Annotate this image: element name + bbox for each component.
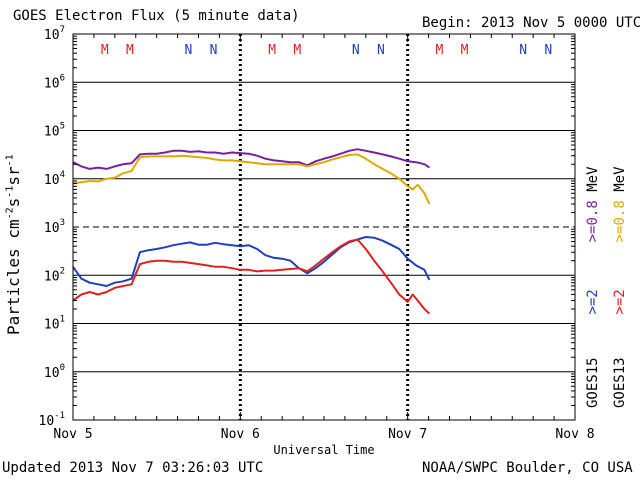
- y-tick-label: 106: [44, 73, 65, 91]
- local-time-marker: M: [436, 43, 444, 58]
- y-tick-exponent: 2: [60, 266, 65, 276]
- local-time-marker: M: [293, 43, 301, 58]
- x-tick-label: Nov 8: [555, 427, 594, 442]
- y-tick-label: 107: [44, 25, 65, 43]
- series-line: [72, 148, 430, 170]
- y-tick-exponent: 0: [60, 363, 65, 373]
- y-tick-exponent: 7: [60, 25, 65, 35]
- legend-g13-2mev: >=2: [612, 289, 628, 315]
- y-tick-label: 103: [44, 218, 65, 236]
- chart-title: GOES Electron Flux (5 minute data): [13, 8, 300, 24]
- begin-date: Begin: 2013 Nov 5 0000 UTC: [422, 15, 640, 31]
- series-line: [72, 238, 431, 315]
- legend-goes15-label: GOES15: [585, 357, 601, 408]
- updated-timestamp: Updated 2013 Nov 7 03:26:03 UTC: [2, 460, 264, 476]
- legend-unit-1: MeV: [585, 166, 601, 192]
- local-time-marker: M: [126, 43, 134, 58]
- series-line: [72, 236, 431, 287]
- plot-frame: [72, 33, 576, 421]
- x-tick-label: Nov 7: [388, 427, 427, 442]
- y-tick-exponent: 1: [60, 315, 65, 325]
- legend-unit-2: MeV: [612, 166, 628, 192]
- credit: NOAA/SWPC Boulder, CO USA: [422, 460, 633, 476]
- legend-g15-2mev: >=2: [585, 289, 601, 315]
- local-time-marker: M: [461, 43, 469, 58]
- legend-g13-08mev: >=0.8: [612, 200, 628, 243]
- x-tick-label: Nov 5: [53, 427, 92, 442]
- legend-goes13: GOES13 >=2 >=0.8 MeV: [612, 166, 628, 408]
- y-tick-exponent: -1: [54, 411, 65, 421]
- y-tick-exponent: 5: [60, 122, 65, 132]
- y-tick-label: 102: [44, 266, 65, 284]
- local-time-marker: N: [377, 43, 385, 58]
- local-time-marker: N: [544, 43, 552, 58]
- legend-goes15: GOES15 >=2 >=0.8 MeV: [585, 166, 601, 408]
- x-axis-label: Universal Time: [273, 443, 374, 457]
- y-tick-label: 105: [44, 122, 65, 140]
- local-time-marker: N: [185, 43, 193, 58]
- local-time-marker: N: [352, 43, 360, 58]
- legend-g15-08mev: >=0.8: [585, 200, 601, 243]
- y-tick-exponent: 3: [60, 218, 65, 228]
- y-tick-label: 101: [44, 315, 65, 333]
- legend-goes13-label: GOES13: [612, 357, 628, 408]
- local-time-marker: M: [268, 43, 276, 58]
- x-tick-label: Nov 6: [221, 427, 260, 442]
- y-axis-label: Particles cm-2s-1sr-1: [4, 154, 23, 335]
- local-time-marker: M: [101, 43, 109, 58]
- series-line: [72, 153, 431, 205]
- local-time-marker: N: [519, 43, 527, 58]
- y-tick-label: 104: [44, 170, 65, 188]
- y-tick-exponent: 6: [60, 73, 65, 83]
- y-tick-label: 100: [44, 363, 65, 381]
- y-tick-exponent: 4: [60, 170, 65, 180]
- local-time-marker: N: [210, 43, 218, 58]
